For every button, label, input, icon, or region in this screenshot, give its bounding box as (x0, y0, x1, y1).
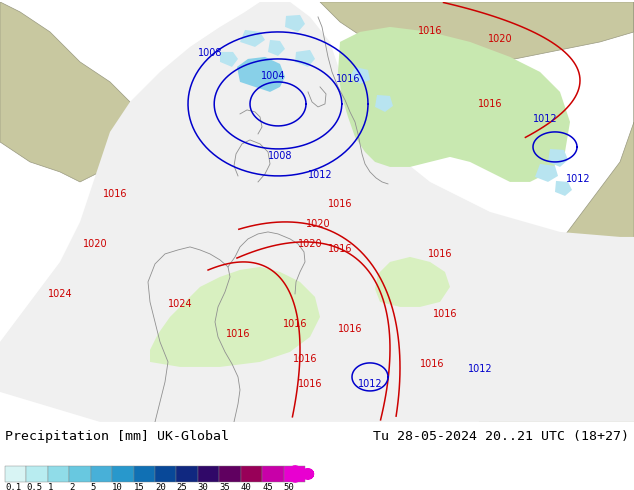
Bar (27, 466, 48, 482)
Bar (262, 466, 283, 482)
Text: 50: 50 (283, 483, 294, 490)
Text: 25: 25 (176, 483, 187, 490)
Text: 1024: 1024 (167, 299, 192, 309)
Polygon shape (220, 52, 238, 67)
Text: 0.1: 0.1 (5, 483, 21, 490)
Polygon shape (555, 181, 572, 196)
Bar (91, 466, 112, 482)
Bar (48, 466, 69, 482)
Polygon shape (535, 164, 558, 182)
Text: 1024: 1024 (48, 289, 72, 299)
Bar (198, 466, 219, 482)
Text: 1016: 1016 (428, 249, 452, 259)
Text: 1020: 1020 (306, 219, 330, 229)
Polygon shape (0, 2, 634, 422)
Text: 30: 30 (198, 483, 209, 490)
Text: 1016: 1016 (336, 74, 360, 84)
Text: 1012: 1012 (533, 114, 557, 124)
Text: 1020: 1020 (298, 239, 322, 249)
Text: 1012: 1012 (358, 379, 382, 389)
Text: 1012: 1012 (566, 174, 590, 184)
Polygon shape (320, 2, 634, 72)
Text: 1016: 1016 (298, 379, 322, 389)
Text: 1008: 1008 (268, 151, 292, 161)
Text: 1016: 1016 (328, 244, 353, 254)
Bar (219, 466, 241, 482)
Text: 1016: 1016 (420, 359, 444, 369)
Polygon shape (237, 57, 285, 92)
Polygon shape (240, 30, 265, 47)
Text: 1016: 1016 (293, 354, 317, 364)
Polygon shape (375, 257, 450, 307)
Text: 1016: 1016 (283, 319, 307, 329)
Bar (155, 466, 176, 482)
Text: 1012: 1012 (468, 364, 493, 374)
Text: 10: 10 (112, 483, 123, 490)
Polygon shape (150, 267, 320, 367)
Text: 1016: 1016 (478, 99, 502, 109)
Text: 2: 2 (69, 483, 75, 490)
Polygon shape (450, 322, 634, 422)
Text: 1016: 1016 (226, 329, 250, 339)
Bar (5, 466, 27, 482)
Polygon shape (480, 2, 634, 422)
Polygon shape (548, 149, 568, 167)
Text: 1020: 1020 (488, 34, 512, 44)
Text: 35: 35 (219, 483, 230, 490)
Bar (283, 466, 305, 482)
Text: 0.5: 0.5 (27, 483, 42, 490)
Text: 1016: 1016 (433, 309, 457, 319)
Text: 1016: 1016 (103, 189, 127, 199)
Text: 1012: 1012 (307, 170, 332, 180)
Polygon shape (285, 15, 305, 32)
Polygon shape (375, 95, 393, 112)
Bar (241, 466, 262, 482)
Polygon shape (350, 67, 370, 84)
Text: Tu 28-05-2024 20..21 UTC (18+27): Tu 28-05-2024 20..21 UTC (18+27) (373, 430, 629, 443)
Bar (176, 466, 198, 482)
Text: 1008: 1008 (198, 48, 223, 58)
Bar (112, 466, 134, 482)
Bar (69, 466, 91, 482)
Polygon shape (338, 27, 570, 182)
Text: 1004: 1004 (261, 71, 285, 81)
Text: Precipitation [mm] UK-Global: Precipitation [mm] UK-Global (5, 430, 229, 443)
Text: 40: 40 (241, 483, 252, 490)
Text: 1016: 1016 (418, 26, 443, 36)
Text: 1: 1 (48, 483, 53, 490)
Text: 20: 20 (155, 483, 165, 490)
Text: 15: 15 (134, 483, 145, 490)
Polygon shape (295, 50, 315, 67)
Text: 1016: 1016 (338, 324, 362, 334)
Text: 1020: 1020 (82, 239, 107, 249)
Polygon shape (0, 2, 140, 182)
Polygon shape (268, 40, 285, 56)
Text: 45: 45 (262, 483, 273, 490)
Text: 5: 5 (91, 483, 96, 490)
Bar (134, 466, 155, 482)
Text: 1016: 1016 (328, 199, 353, 209)
